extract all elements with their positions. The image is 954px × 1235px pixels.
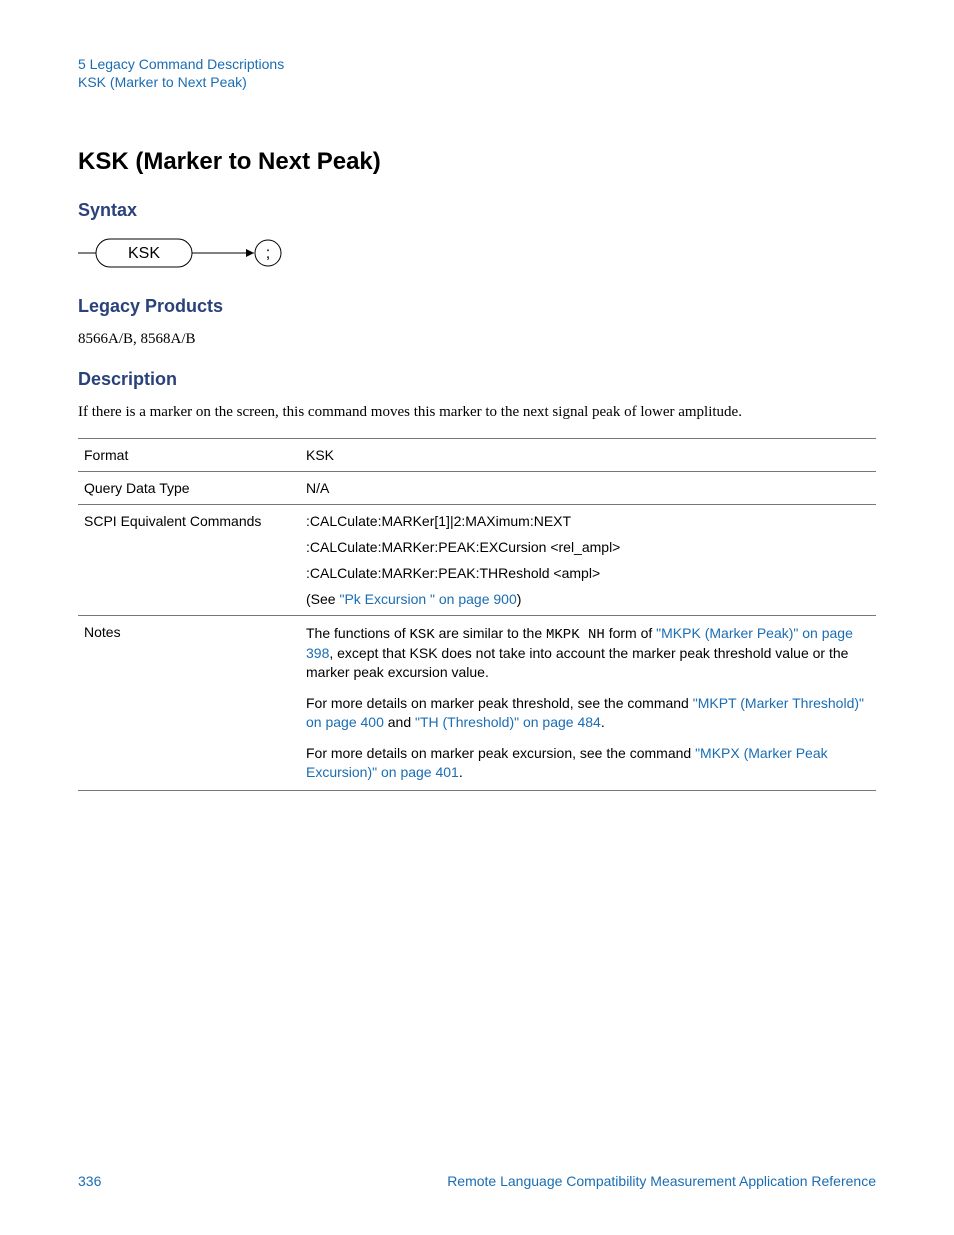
note-paragraph: The functions of KSK are similar to the … [306,624,870,683]
link-th[interactable]: "TH (Threshold)" on page 484 [415,714,601,730]
note-text: and [384,714,415,730]
row-value: KSK [300,438,876,471]
note-text: For more details on marker peak excursio… [306,745,695,761]
table-row: Format KSK [78,438,876,471]
legacy-products-heading: Legacy Products [78,296,876,317]
syntax-svg: KSK ; [78,233,288,273]
note-text: form of [605,625,656,641]
note-paragraph: For more details on marker peak excursio… [306,744,870,782]
running-header: 5 Legacy Command Descriptions KSK (Marke… [78,56,876,90]
spec-table: Format KSK Query Data Type N/A SCPI Equi… [78,438,876,791]
link-pk-excursion[interactable]: "Pk Excursion " on page 900 [339,591,516,607]
row-label: Notes [78,615,300,790]
page-footer: 336 Remote Language Compatibility Measur… [78,1173,876,1189]
syntax-heading: Syntax [78,200,876,221]
syntax-token: KSK [128,245,160,262]
inline-code: MKPK NH [546,627,605,643]
page-title: KSK (Marker to Next Peak) [78,148,876,176]
note-text: The functions of [306,625,410,641]
note-text: . [601,714,605,730]
note-text: , except that KSK does not take into acc… [306,645,848,680]
scpi-see-also: (See "Pk Excursion " on page 900) [306,591,870,607]
note-paragraph: For more details on marker peak threshol… [306,694,870,732]
see-prefix: (See [306,591,339,607]
scpi-command: :CALCulate:MARKer[1]|2:MAXimum:NEXT [306,513,870,529]
scpi-command: :CALCulate:MARKer:PEAK:THReshold <ampl> [306,565,870,581]
description-text: If there is a marker on the screen, this… [78,402,876,424]
inline-code: KSK [410,627,435,643]
row-value: :CALCulate:MARKer[1]|2:MAXimum:NEXT :CAL… [300,504,876,615]
doc-title: Remote Language Compatibility Measuremen… [447,1173,876,1189]
row-label: SCPI Equivalent Commands [78,504,300,615]
note-text: . [459,764,463,780]
header-subsection: KSK (Marker to Next Peak) [78,74,876,90]
legacy-products-text: 8566A/B, 8568A/B [78,329,876,351]
row-label: Format [78,438,300,471]
page-container: 5 Legacy Command Descriptions KSK (Marke… [0,0,954,791]
row-value: N/A [300,471,876,504]
note-text: are similar to the [435,625,546,641]
scpi-command: :CALCulate:MARKer:PEAK:EXCursion <rel_am… [306,539,870,555]
table-row: SCPI Equivalent Commands :CALCulate:MARK… [78,504,876,615]
header-section-number: 5 Legacy Command Descriptions [78,56,876,72]
row-value: The functions of KSK are similar to the … [300,615,876,790]
row-label: Query Data Type [78,471,300,504]
page-number: 336 [78,1173,101,1189]
see-suffix: ) [517,591,522,607]
table-row: Query Data Type N/A [78,471,876,504]
table-row: Notes The functions of KSK are similar t… [78,615,876,790]
description-heading: Description [78,369,876,390]
syntax-terminator: ; [266,245,270,262]
note-text: For more details on marker peak threshol… [306,695,693,711]
syntax-diagram: KSK ; [78,233,876,278]
